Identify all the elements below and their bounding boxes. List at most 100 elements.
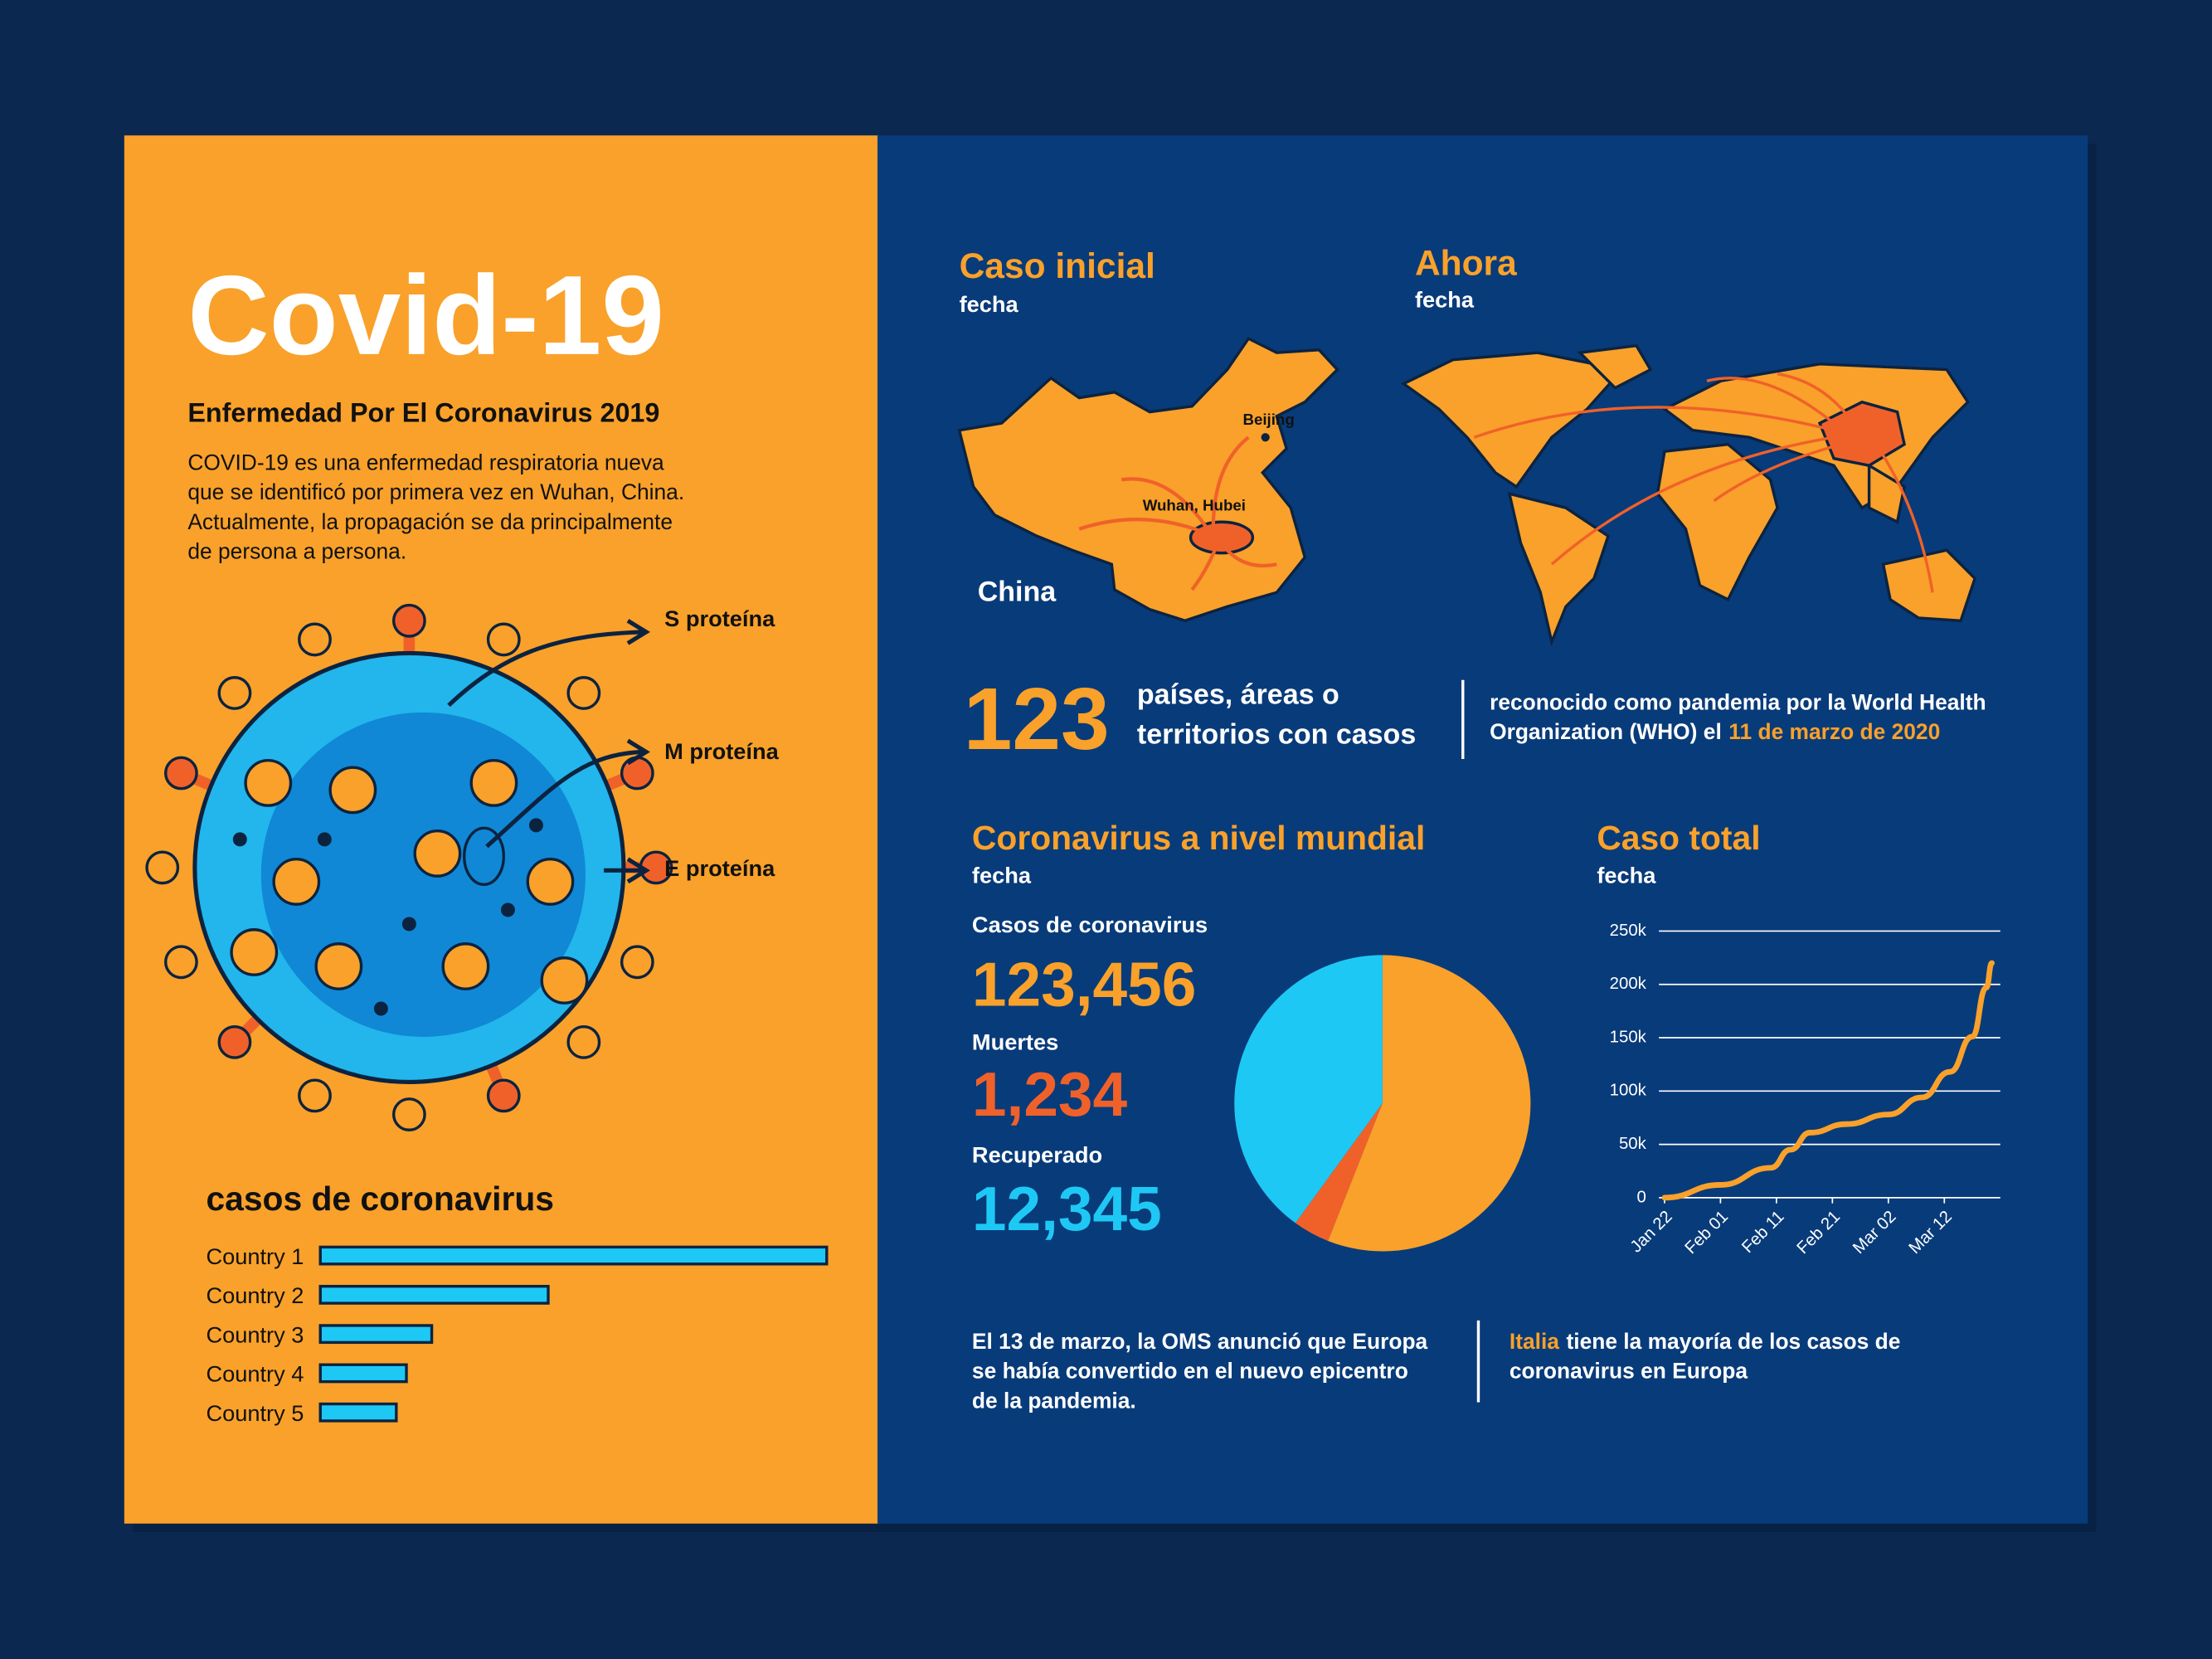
- title: Covid-19: [187, 252, 664, 378]
- protein: [230, 928, 279, 976]
- y-tick-label: 50k: [1619, 1135, 1647, 1153]
- place-label: Wuhan, Hubei: [1143, 497, 1246, 514]
- map-date: fecha: [1415, 287, 1475, 313]
- stat-value: 1,234: [972, 1059, 1128, 1129]
- note-line: El 13 de marzo, la OMS anunció que Europ…: [972, 1329, 1428, 1354]
- china-highlight: [1817, 400, 1907, 468]
- bar-chart: Country 1 Country 2 Country 3 Country 4 Coun…: [206, 1243, 829, 1426]
- arrow: [447, 630, 643, 708]
- southeast-asia: [1867, 463, 1906, 524]
- y-tick-label: 100k: [1610, 1082, 1647, 1100]
- africa: [1655, 442, 1779, 602]
- pandemic-text: reconocido como pandemia por la World He…: [1490, 689, 1986, 714]
- bar: [318, 1402, 398, 1423]
- pie-chart: [1234, 955, 1531, 1252]
- region-label: China: [978, 576, 1057, 607]
- note-text: tiene la mayoría de los casos de: [1566, 1329, 1900, 1354]
- spike-head: [391, 1097, 426, 1131]
- protein: [328, 766, 377, 815]
- stat-label: Casos de coronavirus: [972, 912, 1208, 937]
- line-chart-subtitle: fecha: [1597, 863, 1656, 888]
- protein-label: E proteína: [664, 855, 775, 881]
- spike-head: [298, 1078, 332, 1113]
- y-tick-label: 0: [1637, 1188, 1646, 1206]
- virus-illustration: [145, 603, 673, 1131]
- spike-head: [486, 1078, 521, 1113]
- arrow: [1211, 435, 1250, 529]
- stat-value: 12,345: [972, 1174, 1162, 1243]
- greenland: [1577, 343, 1653, 390]
- description-line: de persona a persona.: [187, 538, 406, 563]
- arrow: [1713, 443, 1842, 503]
- china-arrows: [1078, 435, 1277, 591]
- bar-label: Country 3: [206, 1321, 304, 1347]
- protein: [526, 858, 575, 906]
- world-arrows: [1473, 372, 1934, 593]
- description-line: COVID-19 es una enfermedad respiratoria …: [187, 450, 664, 474]
- stat-label: Recuperado: [972, 1141, 1102, 1167]
- dot: [317, 832, 332, 847]
- arrow: [485, 749, 643, 849]
- arrow: [1874, 443, 1934, 593]
- highlight: Italia: [1510, 1329, 1559, 1354]
- spike-head: [620, 945, 654, 980]
- y-tick-label: 250k: [1610, 922, 1647, 940]
- protein: [244, 758, 293, 807]
- arrow: [1550, 435, 1835, 566]
- arrow: [1121, 477, 1213, 535]
- note-line: Italia tiene la mayoría de los casos de: [1510, 1329, 1900, 1354]
- protein: [540, 956, 589, 1005]
- line-series: [1661, 960, 1996, 1201]
- section-date: fecha: [972, 863, 1032, 888]
- description-line: que se identificó por primera vez en Wuh…: [187, 479, 684, 504]
- arrow-head: [626, 619, 650, 645]
- spike-head: [217, 676, 252, 710]
- spike-head: [566, 676, 601, 710]
- dot: [373, 1001, 388, 1016]
- protein: [441, 942, 490, 990]
- stats: Casos de coronavirus 123,456 Muertes 1,234 R…: [972, 912, 1208, 1243]
- spike-head: [391, 603, 426, 638]
- north-america: [1401, 351, 1626, 489]
- protein-label: M proteína: [664, 738, 779, 764]
- spike-head: [163, 756, 198, 791]
- south-america: [1507, 491, 1610, 647]
- map-date: fecha: [960, 291, 1019, 317]
- arrow-head: [626, 857, 650, 884]
- dot: [528, 818, 543, 833]
- bar: [318, 1363, 408, 1384]
- arrow: [1078, 518, 1208, 535]
- pandemic-text: Organization (WHO) el: [1490, 719, 1722, 744]
- pie-slice: [1328, 955, 1531, 1252]
- bar-chart-title: casos de coronavirus: [206, 1180, 553, 1218]
- stat-value: 123,456: [972, 950, 1196, 1019]
- wuhan-region: [1189, 520, 1255, 555]
- protein: [314, 942, 363, 990]
- protein: [413, 830, 462, 878]
- bar: [318, 1245, 829, 1266]
- description-line: Actualmente, la propagación se da princi…: [187, 509, 673, 534]
- country-count: 123: [964, 671, 1110, 768]
- spike-head: [163, 945, 198, 980]
- place-label: Beijing: [1242, 411, 1294, 428]
- dot: [500, 902, 515, 917]
- arrow: [1706, 377, 1835, 425]
- description: COVID-19 es una enfermedad respiratoria …: [187, 450, 684, 563]
- note-line: coronavirus en Europa: [1510, 1359, 1748, 1384]
- arrow: [1220, 542, 1277, 568]
- spike-head: [298, 622, 332, 657]
- count-text: territorios con casos: [1137, 718, 1416, 750]
- australia: [1881, 548, 1977, 623]
- subtitle: Enfermedad Por El Coronavirus 2019: [187, 398, 659, 428]
- bar-label: Country 2: [206, 1282, 304, 1308]
- pie-slice: [1295, 1102, 1383, 1241]
- bar-label: Country 4: [206, 1361, 304, 1387]
- spike-head: [486, 622, 521, 657]
- bar-label: Country 5: [206, 1400, 304, 1426]
- pandemic-date: 11 de marzo de 2020: [1728, 719, 1940, 744]
- arrow: [1190, 547, 1218, 591]
- map-title: Ahora: [1415, 245, 1517, 284]
- bar-label: Country 1: [206, 1243, 304, 1269]
- section-title: Coronavirus a nivel mundial: [972, 819, 1425, 857]
- bar: [318, 1324, 434, 1345]
